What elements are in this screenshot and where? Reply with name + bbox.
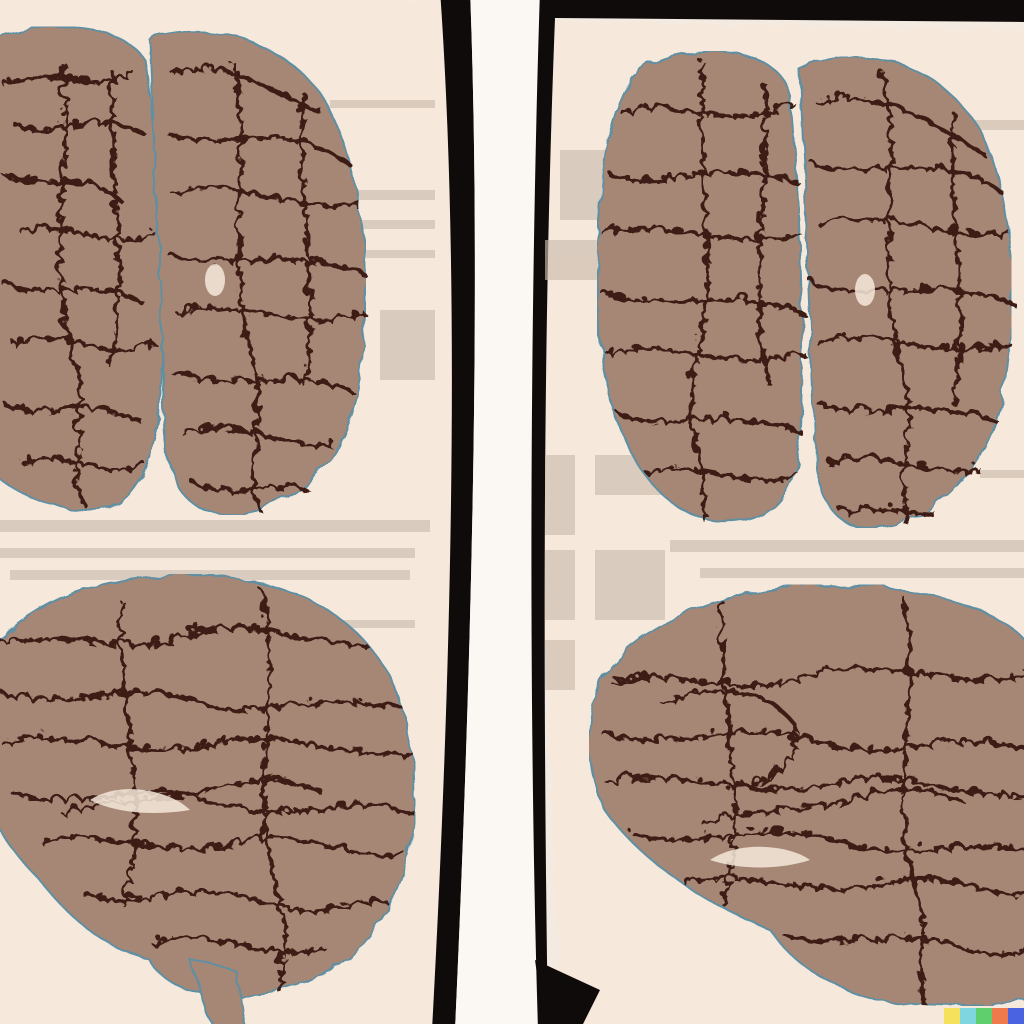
sulci-ink-top-left [0, 58, 362, 507]
sulci-ink-bottom-right [598, 593, 1024, 1002]
left-hemisphere [0, 25, 163, 512]
top-left-brain-top-view [0, 25, 367, 517]
watermark-color-bar [944, 1008, 1024, 1024]
right-hemisphere [798, 56, 1013, 530]
page-gutter [432, 0, 1024, 1024]
brainstem [188, 958, 245, 1024]
right-hemisphere [148, 31, 367, 517]
highlights [90, 264, 875, 868]
sulci-ink-bottom-left [0, 588, 416, 996]
backdrop-stripes [0, 100, 1024, 690]
sulci-ink-top-right [598, 58, 1012, 527]
